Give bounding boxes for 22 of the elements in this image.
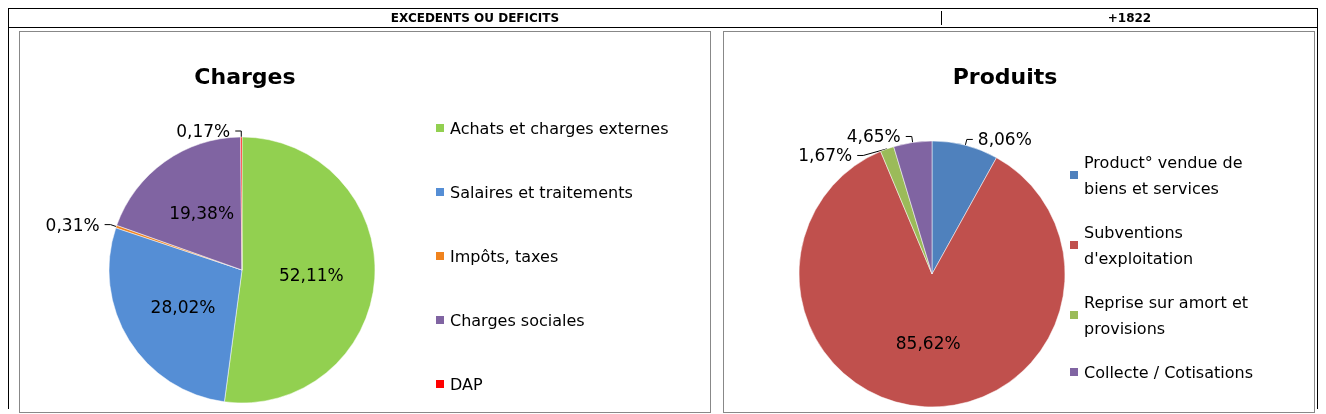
legend-label: Collecte / Cotisations (1084, 362, 1253, 382)
data-label: 0,17% (176, 121, 231, 141)
data-label: 0,31% (45, 214, 100, 235)
data-label: 8,06% (977, 129, 1032, 150)
legend-label: Reprise sur amort et provisions (1084, 292, 1254, 338)
data-label: 4,65% (846, 126, 901, 147)
legend-label: Subventions d'exploitation (1084, 222, 1194, 268)
chart-title: Produits (952, 63, 1058, 89)
data-label: 85,62% (895, 333, 961, 354)
data-label: 52,11% (278, 264, 344, 285)
legend-label: Impôts, taxes (450, 246, 559, 266)
data-label: 1,67% (798, 145, 853, 166)
legend-label: Achats et charges externes (450, 118, 669, 138)
text: +1822 (1106, 11, 1153, 25)
legend-label: Salaires et traitements (450, 182, 633, 202)
data-label: 28,02% (150, 296, 216, 317)
chart-title: Charges (194, 63, 296, 89)
text: EXCEDENTS OU DEFICITS (9, 11, 942, 25)
data-label: 19,38% (169, 203, 235, 224)
legend-label: Charges sociales (450, 310, 585, 330)
legend-label: DAP (450, 374, 483, 394)
legend-label: Product° vendue de biens et services (1084, 152, 1248, 198)
